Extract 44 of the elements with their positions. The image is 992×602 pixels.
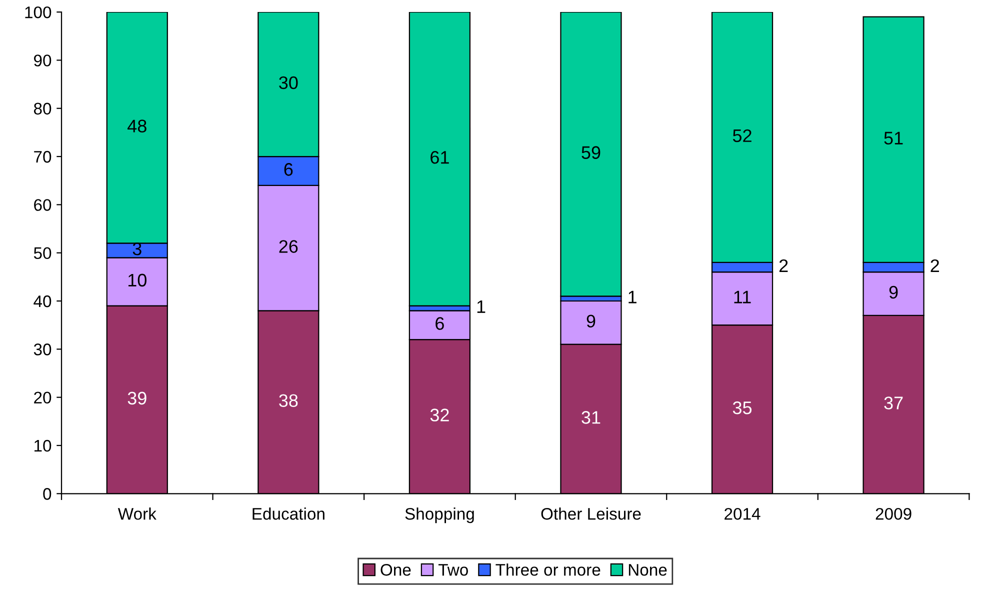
y-tick-label: 50	[34, 247, 52, 260]
y-tick-label: 60	[34, 199, 52, 211]
legend-label: One	[380, 564, 411, 576]
y-tick-label: 0	[43, 488, 52, 500]
data-label: 61	[430, 150, 449, 164]
data-label: 59	[582, 146, 600, 159]
x-tick-label: Shopping	[405, 508, 474, 524]
data-label: 2	[779, 259, 788, 272]
data-label: 38	[279, 394, 298, 407]
data-label: 48	[128, 120, 146, 132]
data-label: 30	[279, 76, 298, 90]
y-tick-label: 90	[34, 54, 52, 66]
x-tick-label: Other Leisure	[541, 508, 641, 520]
data-label: 9	[586, 314, 596, 328]
x-tick-label: 2009	[876, 508, 912, 520]
x-tick-label: Education	[252, 508, 324, 520]
y-tick-label: 100	[25, 6, 52, 18]
y-tick-label: 80	[34, 102, 52, 115]
legend-label: Three or more	[496, 564, 600, 576]
data-label: 10	[128, 274, 146, 287]
data-label: 51	[884, 132, 903, 145]
data-label: 1	[628, 290, 636, 304]
data-label: 39	[128, 392, 146, 405]
data-label: 1	[477, 300, 486, 313]
data-label: 52	[732, 129, 752, 142]
y-tick-label: 40	[34, 295, 52, 308]
data-label: 11	[734, 290, 751, 304]
data-label: 37	[884, 396, 903, 410]
y-tick-label: 70	[34, 150, 52, 163]
data-label: 9	[889, 286, 898, 299]
data-label: 32	[430, 408, 449, 422]
data-label: 6	[436, 317, 444, 330]
x-tick-label: 2014	[724, 508, 760, 520]
y-tick-label: 10	[34, 440, 52, 452]
y-tick-label: 20	[34, 392, 52, 404]
data-label: 6	[284, 163, 293, 176]
data-label: 31	[582, 411, 600, 424]
y-tick-label: 30	[34, 344, 52, 356]
data-label: 35	[732, 401, 752, 414]
legend-label: None	[628, 564, 667, 576]
x-tick-label: Work	[118, 508, 156, 520]
data-label: 2	[930, 259, 939, 272]
data-label: 26	[279, 240, 298, 253]
legend-label: Two	[438, 564, 468, 576]
